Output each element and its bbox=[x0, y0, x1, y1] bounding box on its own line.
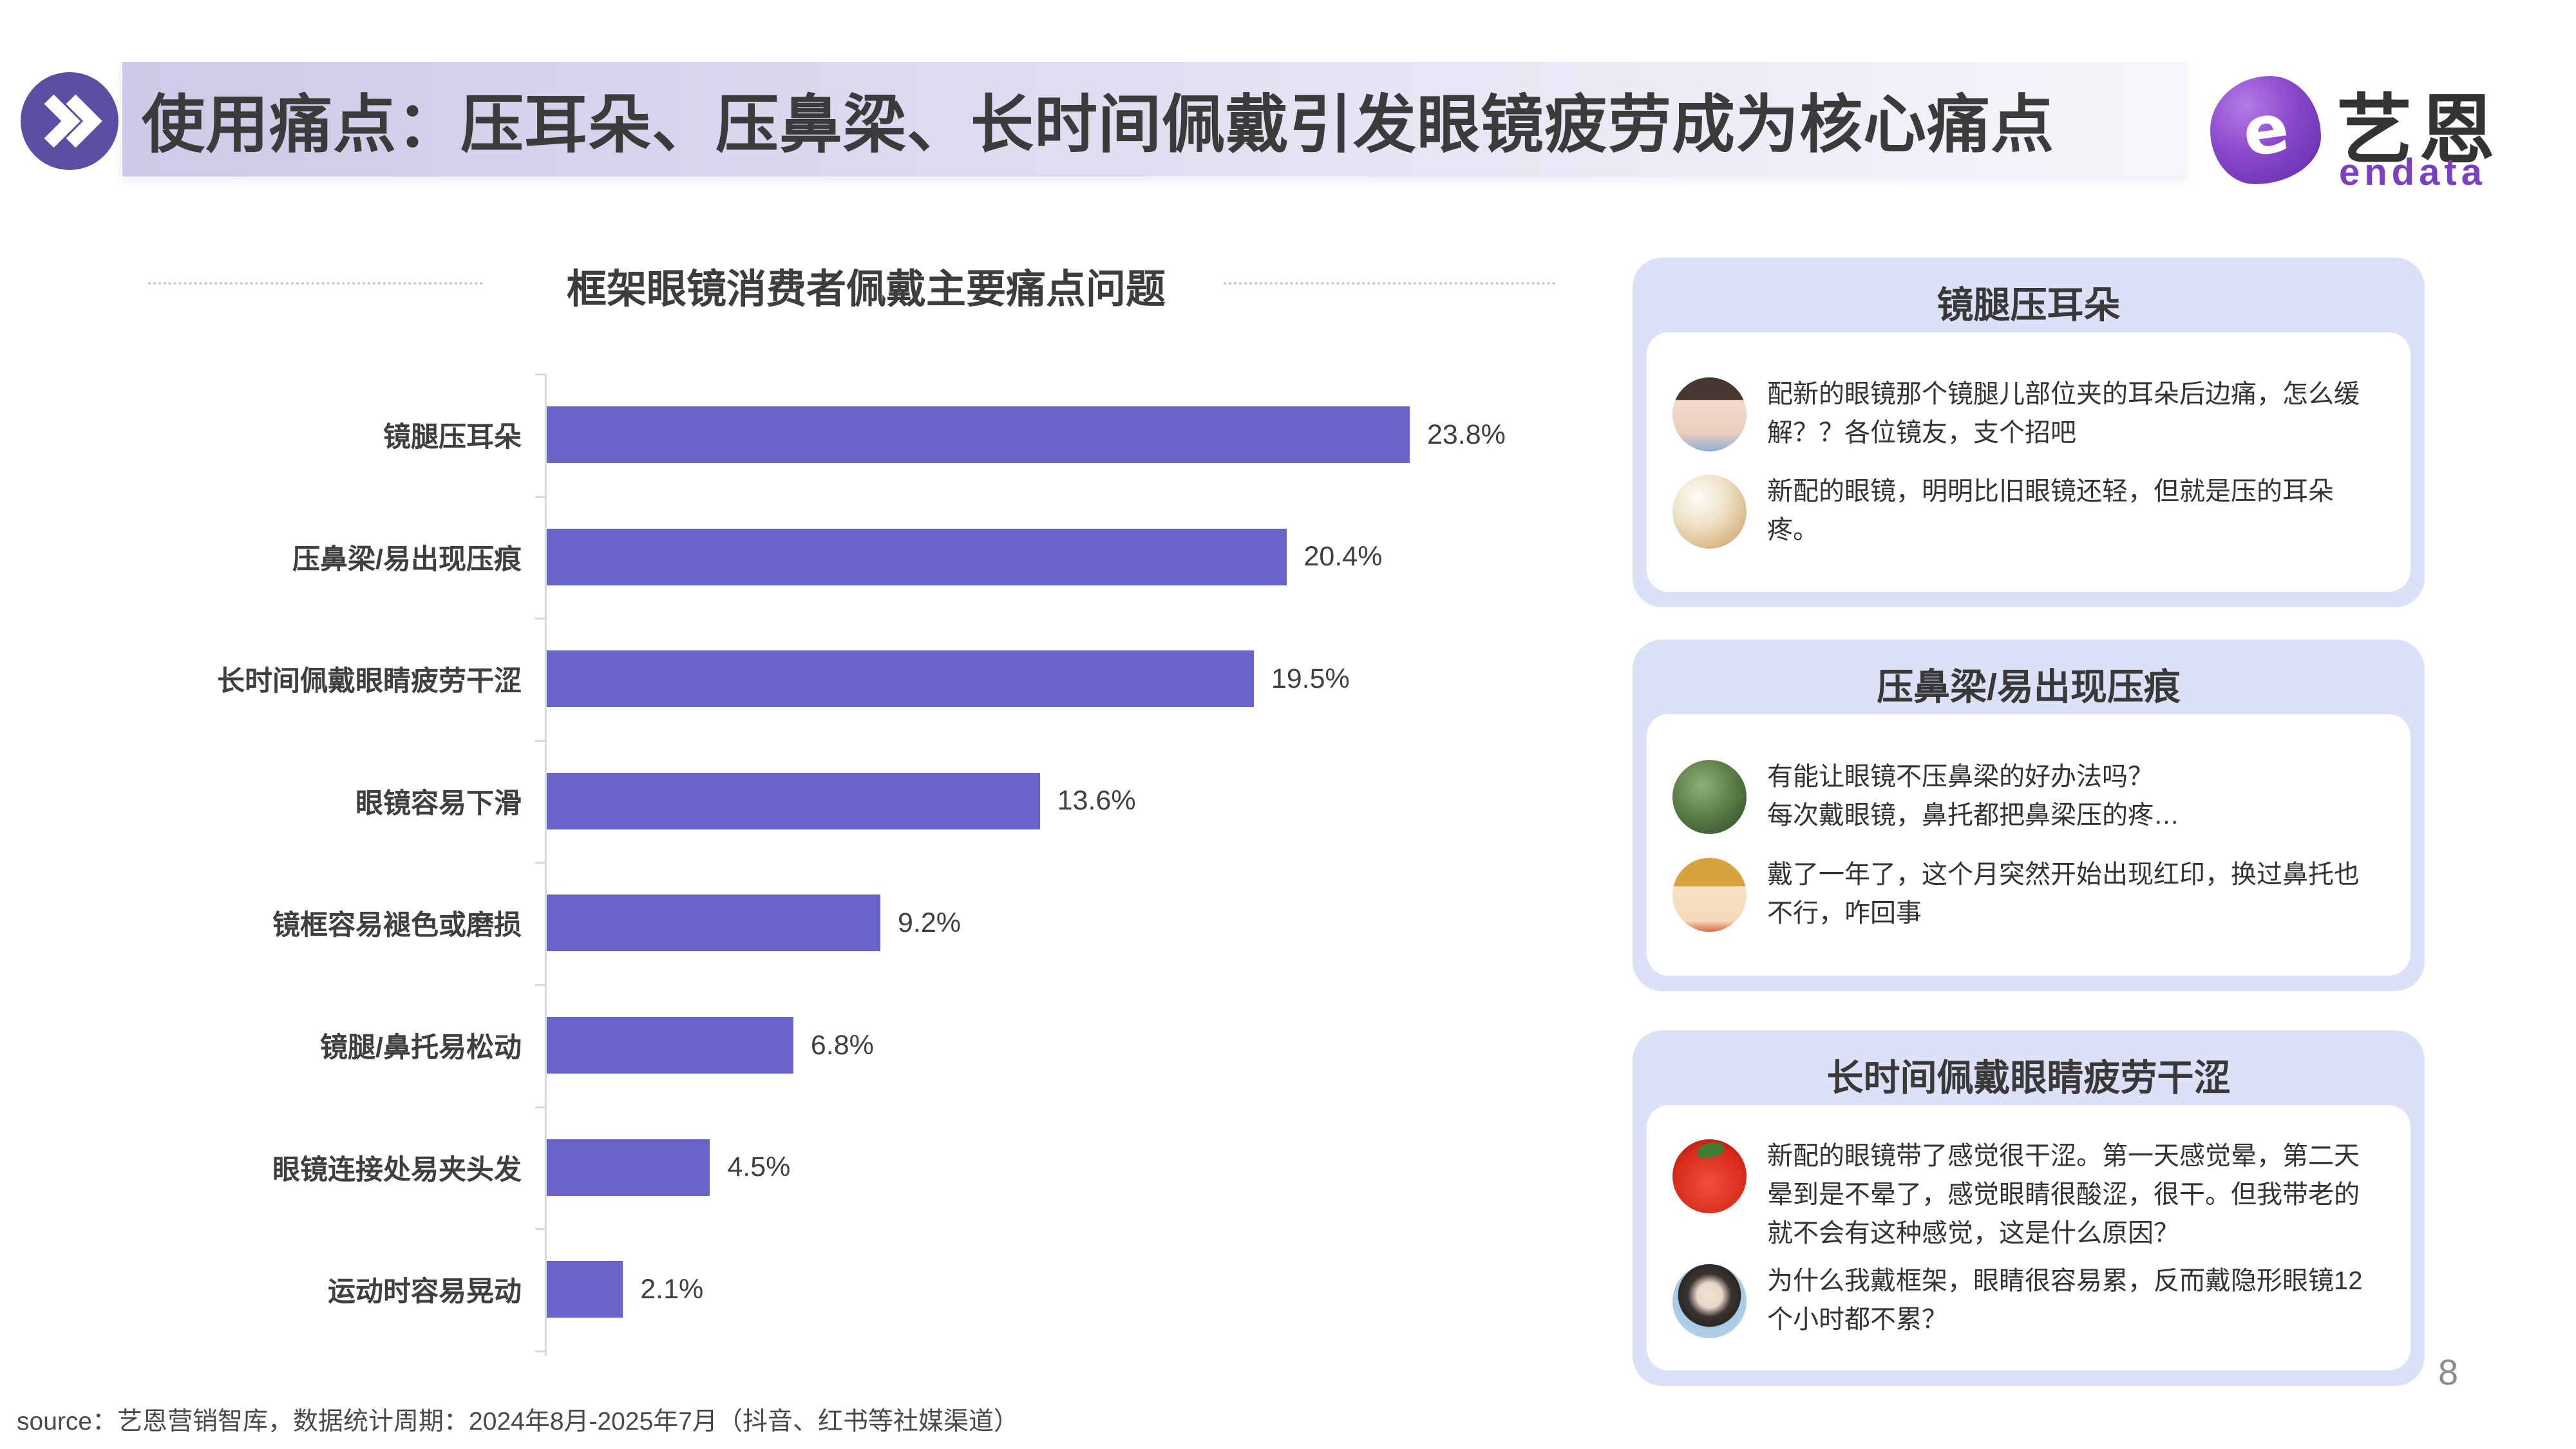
card-panel: 新配的眼镜带了感觉很干涩。第一天感觉晕，第二天晕到是不晕了，感觉眼睛很酸涩，很干… bbox=[1647, 1105, 2410, 1370]
logo-symbol: e bbox=[2237, 88, 2294, 173]
card-title: 压鼻梁/易出现压痕 bbox=[1877, 667, 2181, 708]
category-label: 眼镜容易下滑 bbox=[355, 788, 522, 819]
user-comment: 有能让眼镜不压鼻梁的好办法吗？ 每次戴眼镜，鼻托都把鼻梁压的疼… bbox=[1672, 757, 2385, 835]
endata-logo-icon: e bbox=[2210, 76, 2321, 184]
axis-tick bbox=[535, 374, 546, 375]
bar bbox=[547, 1017, 793, 1074]
user-comment: 为什么我戴框架，眼睛很容易累，反而戴隐形眼镜12个小时都不累？ bbox=[1672, 1262, 2385, 1339]
chart-row: 压鼻梁/易出现压痕 20.4% bbox=[0, 496, 1636, 618]
bar bbox=[547, 650, 1254, 708]
endata-logo: e 艺恩 endata bbox=[2210, 71, 2558, 193]
page-title: 使用痛点：压耳朵、压鼻梁、长时间佩戴引发眼镜疲劳成为核心痛点 bbox=[142, 89, 2055, 160]
avatar bbox=[1672, 475, 1747, 549]
avatar bbox=[1672, 759, 1747, 834]
user-comment: 配新的眼镜那个镜腿儿部位夹的耳朵后边痛，怎么缓解？？各位镜友，支个招吧 bbox=[1672, 375, 2385, 452]
comment-text: 配新的眼镜那个镜腿儿部位夹的耳朵后边痛，怎么缓解？？各位镜友，支个招吧 bbox=[1767, 379, 2360, 447]
value-label: 6.8% bbox=[810, 1029, 874, 1061]
title-dotted-line-right bbox=[1224, 282, 1555, 285]
chart-row: 镜腿压耳朵 23.8% bbox=[0, 374, 1636, 496]
chart-row: 眼镜连接处易夹头发 4.5% bbox=[0, 1106, 1636, 1229]
bar bbox=[547, 895, 880, 952]
pain-point-card-2: 压鼻梁/易出现压痕 有能让眼镜不压鼻梁的好办法吗？ 每次戴眼镜，鼻托都把鼻梁压的… bbox=[1633, 639, 2425, 991]
chart-title: 框架眼镜消费者佩戴主要痛点问题 bbox=[566, 267, 1166, 312]
user-comment: 新配的眼镜带了感觉很干涩。第一天感觉晕，第二天晕到是不晕了，感觉眼睛很酸涩，很干… bbox=[1672, 1137, 2385, 1253]
pain-point-card-1: 镜腿压耳朵 配新的眼镜那个镜腿儿部位夹的耳朵后边痛，怎么缓解？？各位镜友，支个招… bbox=[1633, 258, 2425, 607]
axis-tick bbox=[535, 1350, 546, 1352]
bar bbox=[547, 1261, 623, 1318]
bar-rows: 镜腿压耳朵 23.8% 压鼻梁/易出现压痕 20.4% 长时间佩戴眼睛疲劳干涩 19.5%… bbox=[0, 374, 1636, 1359]
value-label: 23.8% bbox=[1426, 419, 1506, 450]
card-panel: 配新的眼镜那个镜腿儿部位夹的耳朵后边痛，怎么缓解？？各位镜友，支个招吧 新配的眼… bbox=[1647, 332, 2410, 592]
comment-text: 为什么我戴框架，眼睛很容易累，反而戴隐形眼镜12个小时都不累？ bbox=[1767, 1267, 2363, 1334]
chart-row: 镜框容易褪色或磨损 9.2% bbox=[0, 862, 1636, 984]
category-label: 长时间佩戴眼睛疲劳干涩 bbox=[217, 666, 522, 697]
axis-tick bbox=[535, 862, 546, 864]
axis-tick bbox=[535, 495, 546, 498]
chart-y-axis bbox=[545, 374, 547, 1356]
category-label: 眼镜连接处易夹头发 bbox=[272, 1154, 522, 1186]
category-label: 压鼻梁/易出现压痕 bbox=[292, 544, 522, 575]
value-label: 9.2% bbox=[897, 907, 961, 938]
comment-text: 有能让眼镜不压鼻梁的好办法吗？ 每次戴眼镜，鼻托都把鼻梁压的疼… bbox=[1767, 762, 2179, 829]
card-panel: 有能让眼镜不压鼻梁的好办法吗？ 每次戴眼镜，鼻托都把鼻梁压的疼… 戴了一年了，这… bbox=[1647, 714, 2410, 976]
bar bbox=[547, 772, 1040, 829]
pain-point-card-3: 长时间佩戴眼睛疲劳干涩 新配的眼镜带了感觉很干涩。第一天感觉晕，第二天晕到是不晕… bbox=[1633, 1030, 2425, 1386]
chart-row: 眼镜容易下滑 13.6% bbox=[0, 740, 1636, 862]
double-chevron-icon bbox=[21, 72, 118, 170]
card-title: 镜腿压耳朵 bbox=[1937, 285, 2121, 326]
value-label: 19.5% bbox=[1271, 663, 1350, 694]
axis-tick bbox=[535, 739, 546, 742]
value-label: 4.5% bbox=[727, 1151, 791, 1183]
logo-name-cn: 艺恩 bbox=[2336, 88, 2502, 173]
user-comment: 新配的眼镜，明明比旧眼镜还轻，但就是压的耳朵疼。 bbox=[1672, 472, 2385, 549]
bar bbox=[547, 528, 1287, 585]
category-label: 镜腿/鼻托易松动 bbox=[320, 1032, 522, 1063]
axis-tick bbox=[535, 984, 546, 986]
chevron-glyphs bbox=[44, 94, 102, 148]
axis-tick bbox=[535, 1228, 546, 1231]
axis-tick bbox=[535, 1106, 546, 1108]
comment-text: 新配的眼镜，明明比旧眼镜还轻，但就是压的耳朵疼。 bbox=[1767, 477, 2334, 545]
bar bbox=[547, 406, 1410, 463]
card-title: 长时间佩戴眼睛疲劳干涩 bbox=[1826, 1057, 2231, 1099]
category-label: 镜腿压耳朵 bbox=[383, 422, 522, 453]
page-number: 8 bbox=[2438, 1352, 2459, 1392]
chart-row: 镜腿/鼻托易松动 6.8% bbox=[0, 984, 1636, 1106]
category-label: 镜框容易褪色或磨损 bbox=[272, 910, 522, 942]
avatar bbox=[1672, 1264, 1747, 1339]
value-label: 2.1% bbox=[640, 1273, 704, 1305]
comment-text: 新配的眼镜带了感觉很干涩。第一天感觉晕，第二天晕到是不晕了，感觉眼睛很酸涩，很干… bbox=[1767, 1141, 2360, 1247]
value-label: 13.6% bbox=[1057, 785, 1136, 817]
chart-row: 运动时容易晃动 2.1% bbox=[0, 1228, 1636, 1350]
user-comment: 戴了一年了，这个月突然开始出现红印，换过鼻托也不行，咋回事 bbox=[1672, 855, 2385, 933]
source-note: source：艺恩营销智库，数据统计周期：2024年8月-2025年7月（抖音、… bbox=[17, 1408, 1019, 1435]
bar bbox=[547, 1139, 710, 1196]
avatar bbox=[1672, 377, 1747, 451]
avatar bbox=[1672, 1139, 1747, 1213]
header-banner: 使用痛点：压耳朵、压鼻梁、长时间佩戴引发眼镜疲劳成为核心痛点 bbox=[122, 62, 2186, 176]
value-label: 20.4% bbox=[1303, 541, 1383, 573]
axis-tick bbox=[535, 618, 546, 620]
chart-row: 长时间佩戴眼睛疲劳干涩 19.5% bbox=[0, 618, 1636, 740]
avatar bbox=[1672, 858, 1747, 933]
title-dotted-line-left bbox=[148, 282, 483, 285]
category-label: 运动时容易晃动 bbox=[328, 1276, 522, 1308]
logo-name-en: endata bbox=[2339, 151, 2486, 193]
comment-text: 戴了一年了，这个月突然开始出现红印，换过鼻托也不行，咋回事 bbox=[1767, 860, 2360, 928]
